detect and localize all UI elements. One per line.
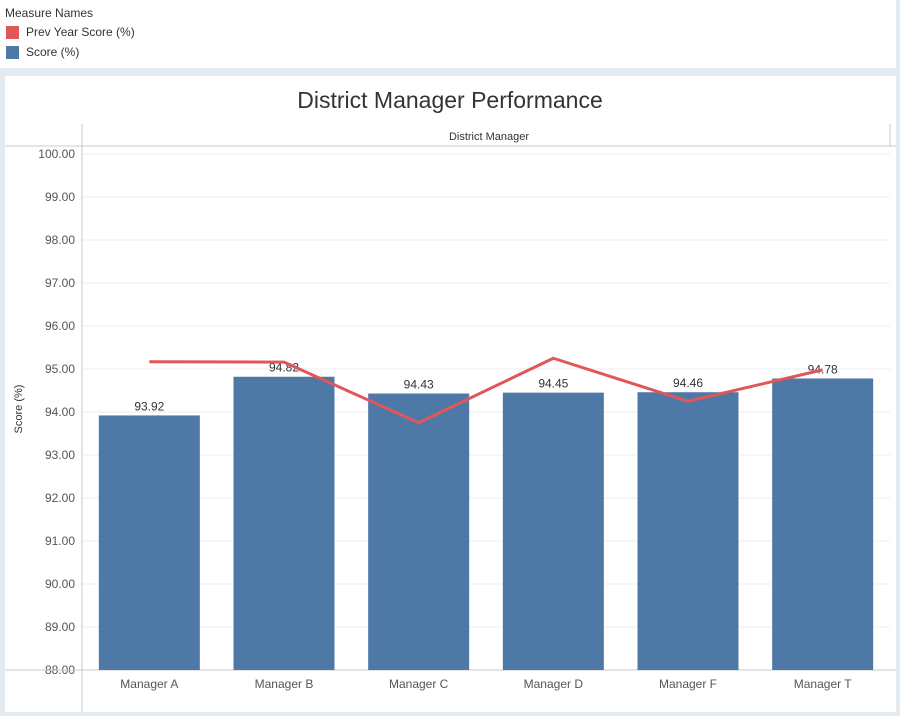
y-tick-label: 89.00: [45, 620, 75, 634]
bar: [98, 415, 200, 670]
column-header: District Manager: [449, 131, 529, 143]
x-tick-label: Manager T: [794, 677, 852, 691]
legend-swatch-prev-year: [6, 26, 19, 39]
legend-label-score: Score (%): [26, 45, 80, 59]
y-tick-label: 91.00: [45, 534, 75, 548]
y-axis-title: Score (%): [13, 385, 25, 434]
legend-panel: Measure Names Prev Year Score (%) Score …: [0, 0, 896, 68]
legend-swatch-score: [6, 46, 19, 59]
bar: [502, 392, 604, 670]
chart-panel: District Manager Performance District Man…: [5, 76, 896, 712]
bar-value-label: 94.43: [404, 378, 434, 392]
bar: [637, 392, 739, 670]
y-tick-label: 92.00: [45, 491, 75, 505]
x-tick-label: Manager A: [120, 677, 178, 691]
bar-value-label: 93.92: [134, 399, 164, 413]
legend-title: Measure Names: [5, 6, 94, 20]
y-tick-label: 96.00: [45, 319, 75, 333]
y-tick-label: 100.00: [38, 147, 75, 161]
x-tick-label: Manager D: [524, 677, 584, 691]
bar: [772, 378, 874, 670]
y-tick-label: 97.00: [45, 276, 75, 290]
y-tick-label: 98.00: [45, 233, 75, 247]
y-tick-label: 90.00: [45, 577, 75, 591]
bar-value-label: 94.46: [673, 376, 703, 390]
bar: [233, 376, 335, 670]
bar-value-label: 94.45: [538, 377, 568, 391]
prev-year-line: [149, 356, 824, 425]
y-tick-label: 94.00: [45, 405, 75, 419]
y-tick-label: 95.00: [45, 362, 75, 376]
bar-value-label: 94.78: [808, 362, 838, 376]
x-tick-label: Manager F: [659, 677, 717, 691]
chart-title: District Manager Performance: [297, 87, 603, 113]
legend-label-prev-year: Prev Year Score (%): [26, 25, 135, 39]
bar: [368, 393, 470, 670]
chart-svg: District Manager Performance District Man…: [5, 87, 896, 712]
y-tick-label: 93.00: [45, 448, 75, 462]
x-tick-label: Manager C: [389, 677, 449, 691]
y-tick-label: 99.00: [45, 190, 75, 204]
x-tick-label: Manager B: [255, 677, 314, 691]
